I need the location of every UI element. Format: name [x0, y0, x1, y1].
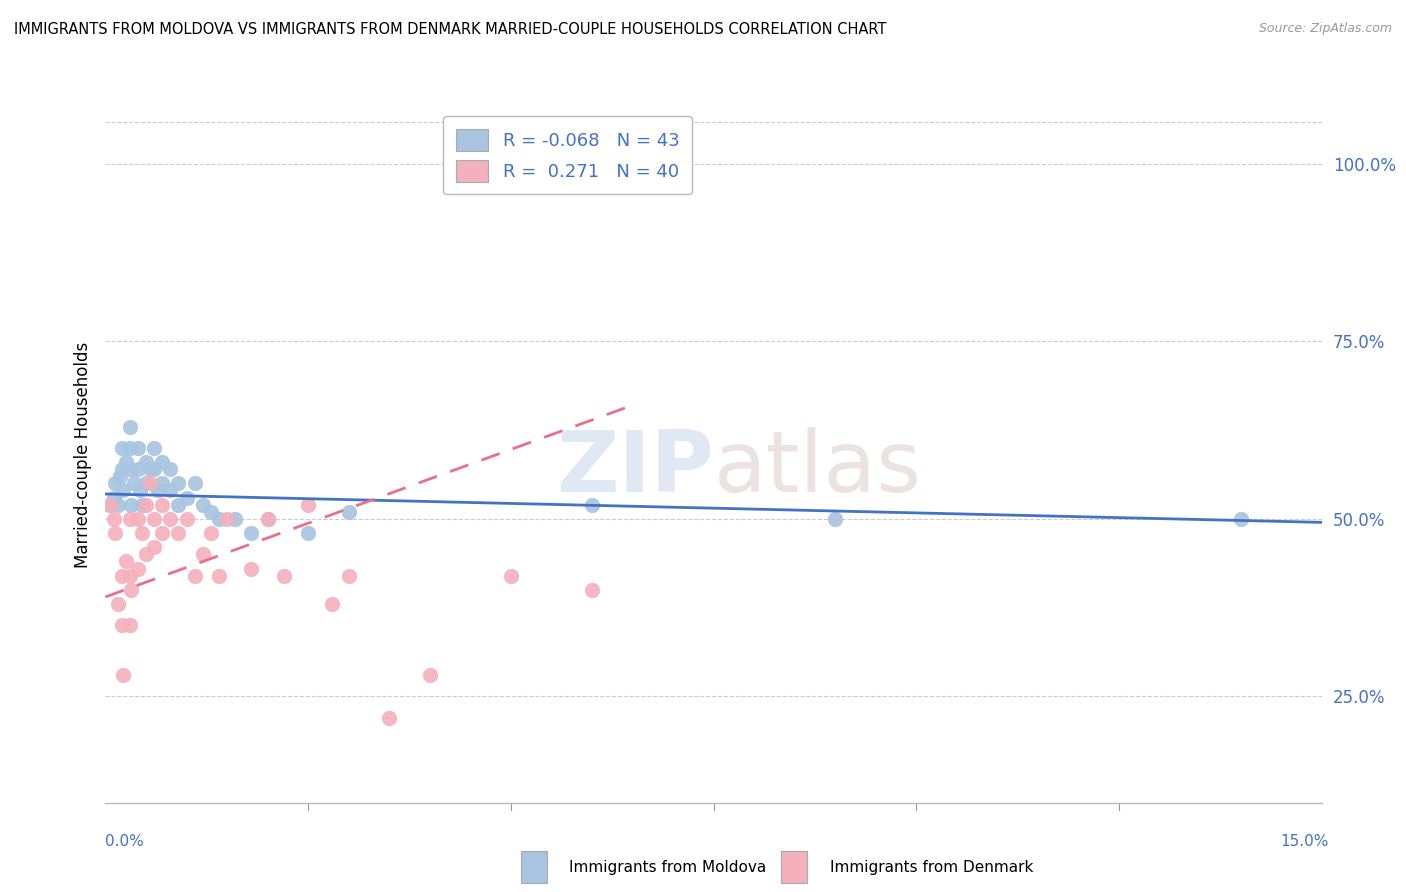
Point: [200, 526, 222, 541]
Point: [419, 668, 441, 682]
Point: [297, 526, 319, 541]
Point: [135, 455, 157, 469]
Legend: R = -0.068   N = 43, R =  0.271   N = 40: R = -0.068 N = 43, R = 0.271 N = 40: [443, 116, 692, 194]
Point: [118, 419, 141, 434]
Point: [146, 483, 169, 498]
Point: [104, 476, 127, 491]
Text: 0.0%: 0.0%: [105, 834, 145, 849]
Point: [128, 483, 150, 498]
Point: [224, 512, 246, 526]
Point: [581, 582, 603, 597]
Text: atlas: atlas: [713, 427, 921, 510]
Point: [139, 476, 162, 491]
Point: [256, 512, 278, 526]
Point: [273, 568, 295, 582]
Point: [118, 568, 141, 582]
Text: Immigrants from Moldova: Immigrants from Moldova: [569, 860, 766, 874]
Point: [111, 618, 134, 632]
Point: [111, 441, 134, 455]
Point: [183, 476, 205, 491]
Point: [824, 512, 846, 526]
Point: [167, 526, 190, 541]
Point: [143, 441, 166, 455]
Point: [111, 462, 134, 476]
Point: [183, 568, 205, 582]
Point: [176, 491, 198, 505]
Point: [107, 498, 129, 512]
Point: [208, 568, 231, 582]
Point: [131, 526, 153, 541]
Point: [378, 710, 401, 724]
Point: [159, 483, 181, 498]
Point: [118, 441, 141, 455]
Point: [297, 498, 319, 512]
Point: [191, 498, 214, 512]
Point: [200, 505, 222, 519]
Point: [143, 512, 166, 526]
Point: [581, 498, 603, 512]
Point: [337, 568, 360, 582]
Point: [150, 455, 173, 469]
Text: Source: ZipAtlas.com: Source: ZipAtlas.com: [1258, 22, 1392, 36]
Point: [120, 582, 142, 597]
Point: [112, 668, 135, 682]
Point: [337, 505, 360, 519]
Point: [150, 526, 173, 541]
Point: [127, 441, 149, 455]
Text: IMMIGRANTS FROM MOLDOVA VS IMMIGRANTS FROM DENMARK MARRIED-COUPLE HOUSEHOLDS COR: IMMIGRANTS FROM MOLDOVA VS IMMIGRANTS FR…: [14, 22, 886, 37]
Point: [217, 512, 239, 526]
Point: [159, 512, 181, 526]
Point: [143, 462, 166, 476]
Point: [103, 512, 125, 526]
Point: [118, 618, 141, 632]
Point: [150, 498, 173, 512]
Point: [256, 512, 278, 526]
Point: [107, 597, 129, 611]
Point: [135, 498, 157, 512]
Point: [108, 469, 131, 483]
Point: [118, 512, 141, 526]
Point: [139, 462, 162, 476]
Point: [208, 512, 231, 526]
Point: [103, 491, 125, 505]
Point: [127, 561, 149, 575]
Point: [499, 568, 522, 582]
Text: 15.0%: 15.0%: [1281, 834, 1329, 849]
Point: [104, 526, 127, 541]
Point: [135, 476, 157, 491]
Point: [122, 476, 145, 491]
Point: [118, 462, 141, 476]
Point: [1229, 512, 1251, 526]
Point: [321, 597, 343, 611]
Point: [114, 455, 136, 469]
Y-axis label: Married-couple Households: Married-couple Households: [73, 342, 91, 568]
Point: [127, 462, 149, 476]
Point: [131, 498, 153, 512]
Text: ZIP: ZIP: [555, 427, 713, 510]
Point: [159, 462, 181, 476]
Point: [112, 483, 135, 498]
Point: [111, 568, 134, 582]
Point: [120, 498, 142, 512]
Point: [114, 554, 136, 568]
Point: [167, 498, 190, 512]
Point: [135, 547, 157, 561]
Point: [143, 540, 166, 554]
Point: [240, 526, 263, 541]
Point: [167, 476, 190, 491]
Point: [240, 561, 263, 575]
Point: [98, 498, 121, 512]
Text: Immigrants from Denmark: Immigrants from Denmark: [830, 860, 1033, 874]
Point: [98, 498, 121, 512]
Point: [176, 512, 198, 526]
Point: [150, 476, 173, 491]
Point: [127, 512, 149, 526]
Point: [191, 547, 214, 561]
